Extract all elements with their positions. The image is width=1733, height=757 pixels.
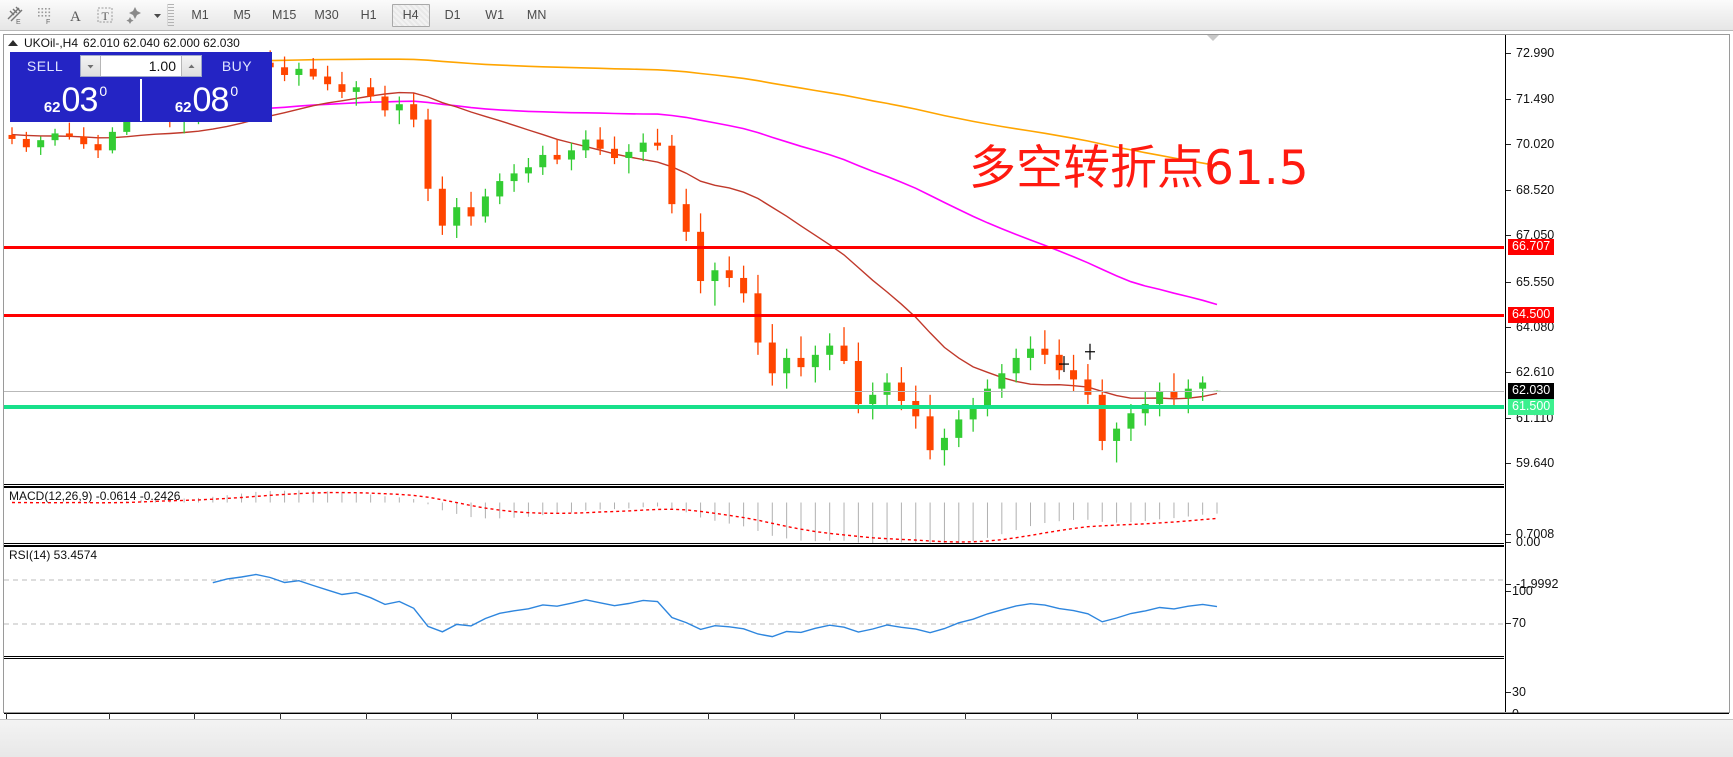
price-tag-62.030: 62.030 [1508,382,1555,399]
volume-decrease-icon[interactable] [81,56,101,76]
buy-price-prefix: 62 [174,99,192,116]
price-tag-64.500: 64.500 [1508,306,1555,323]
timeframe-d1[interactable]: D1 [444,8,461,22]
price-tick-62.610: 62.610 [1506,365,1554,379]
timeframe-group: M1 M5 M15 M30 H1 H4 D1 W1 MN [179,0,558,31]
price-level-last-price-62.03[interactable] [4,390,1504,392]
price-level-resistance-66.707[interactable] [4,245,1504,249]
rsi-tick-70: 70 [1506,616,1526,630]
timeframe-h1[interactable]: H1 [360,8,377,22]
buy-button-label[interactable]: BUY [221,58,253,74]
sell-price-fraction: 0 [99,83,108,99]
price-tick-65.550: 65.550 [1506,275,1554,289]
sell-price-prefix: 62 [43,99,61,116]
pane-divider-bottom [4,656,1504,659]
chart-ohlc-values: 62.010 62.040 62.000 62.030 [83,36,240,50]
price-level-support-61.5[interactable] [4,405,1504,410]
price-tag-66.707: 66.707 [1508,238,1555,255]
volume-increase-icon[interactable] [181,56,201,76]
price-axis[interactable]: 72.990 71.490 70.020 68.520 67.050 65.550 64.0… [1505,35,1729,721]
drawing-tools-group: E F A [0,0,164,31]
sell-price-main: 03 [61,81,99,119]
chart-scroll-nib[interactable] [1204,35,1222,42]
price-tick-72.990: 72.990 [1506,46,1554,60]
one-click-trading-panel: SELL 1.00 BUY 62 03 0 [10,52,272,122]
buy-price-button[interactable]: 62 08 0 [140,79,271,121]
main-toolbar: E F A [0,0,1733,31]
macd-tick-0.00: 0.00 [1506,535,1540,549]
volume-input[interactable]: 1.00 [148,58,176,74]
toolbar-separator [167,4,174,26]
chart-header: UKOil-,H4 62.010 62.040 62.000 62.030 [4,35,240,51]
chart-symbol-label: UKOil-,H4 [24,36,79,50]
objects-icon[interactable] [120,2,150,29]
volume-stepper[interactable]: 1.00 [80,55,202,77]
macd-tick-0.7008: 0.7008 [1506,527,1554,541]
timeframe-mn[interactable]: MN [526,8,547,22]
svg-text:A: A [70,9,81,25]
buy-price-fraction: 0 [230,83,239,99]
price-level-resistance-64.5[interactable] [4,313,1504,317]
rsi-label: RSI(14) 53.4574 [9,548,98,562]
svg-text:F: F [46,19,50,25]
collapse-triangle-icon[interactable] [8,40,18,46]
macd-tick--1.9992: -1.9992 [1506,577,1558,591]
rsi-tick-30: 30 [1506,685,1526,699]
svg-text:T: T [102,9,110,23]
macd-canvas [11,490,1218,545]
status-bar [0,719,1733,757]
crosshair-e-icon[interactable]: E [0,2,30,29]
objects-dropdown-caret-icon[interactable] [150,2,164,29]
rsi-canvas [4,573,1504,638]
text-label-t-icon[interactable]: T [90,2,120,29]
sell-price-button[interactable]: 62 03 0 [11,79,140,121]
svg-text:E: E [16,19,21,25]
chart-window: UKOil-,H4 62.010 62.040 62.000 62.030 多空… [3,34,1730,753]
pane-divider-macd [4,484,1504,487]
trade-panel-quotes: 62 03 0 62 08 0 [11,79,271,121]
rsi-tick-100: 100 [1506,584,1533,598]
timeframe-m5[interactable]: M5 [233,8,251,22]
price-tick-68.520: 68.520 [1506,183,1554,197]
price-tag-61.500: 61.500 [1508,399,1555,416]
timeframe-w1[interactable]: W1 [485,8,505,22]
buy-price-main: 08 [192,81,230,119]
timeframe-m30[interactable]: M30 [314,8,339,22]
timeframe-h4[interactable]: H4 [391,3,430,27]
macd-pane: MACD(12,26,9) -0.0614 -0.2426 [4,487,1504,545]
price-tick-64.080: 64.080 [1506,320,1554,334]
price-tick-59.640: 59.640 [1506,456,1554,470]
chart-annotation-text: 多空转折点61.5 [969,141,1309,196]
price-chart-canvas [8,50,1221,466]
pane-divider-rsi [4,543,1504,546]
rsi-pane: RSI(14) 53.4574 [4,546,1504,656]
trade-panel-controls: SELL 1.00 BUY [11,53,271,79]
price-tick-70.020: 70.020 [1506,137,1554,151]
price-tick-67.050: 67.050 [1506,228,1554,242]
text-a-icon[interactable]: A [60,2,90,29]
macd-label: MACD(12,26,9) -0.0614 -0.2426 [9,489,181,503]
grid-f-icon[interactable]: F [30,2,60,29]
price-tick-71.490: 71.490 [1506,92,1554,106]
timeframe-m15[interactable]: M15 [272,8,297,22]
sell-button-label[interactable]: SELL [26,58,64,74]
timeframe-m1[interactable]: M1 [191,8,209,22]
